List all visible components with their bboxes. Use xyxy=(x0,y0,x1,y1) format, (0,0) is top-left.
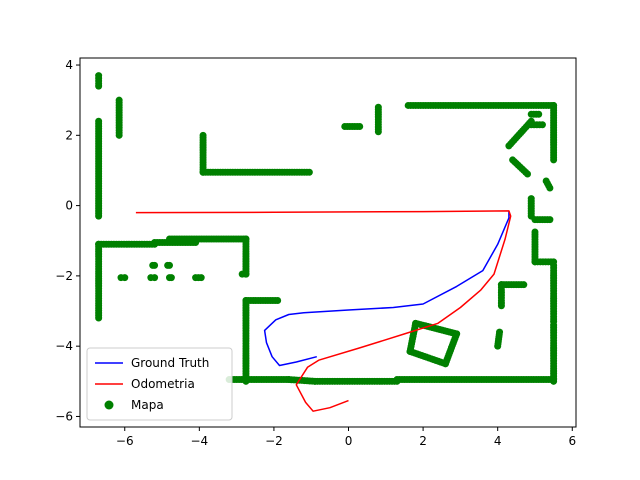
x-tick-label: 4 xyxy=(494,434,502,448)
map-point xyxy=(167,274,175,282)
map-point xyxy=(115,131,123,139)
axes: −6 −4 −2 0 2 4 6 −6 −4 −2 0 2 4 xyxy=(55,58,576,448)
legend-label-odometria: Odometria xyxy=(131,377,195,391)
map-point xyxy=(527,117,535,125)
map-point xyxy=(494,342,502,350)
x-tick-label: −6 xyxy=(116,434,134,448)
map-point xyxy=(538,121,546,129)
map-point xyxy=(550,376,558,384)
legend-label-mapa: Mapa xyxy=(131,398,164,412)
x-tick-label: 0 xyxy=(345,434,353,448)
y-tick-label: −6 xyxy=(55,409,73,423)
map-point xyxy=(374,128,382,136)
y-tick-label: 0 xyxy=(65,199,73,213)
map-point xyxy=(546,216,554,224)
y-tick-label: 4 xyxy=(65,58,73,72)
map-point xyxy=(151,274,159,282)
map-point xyxy=(520,281,528,289)
map-point xyxy=(95,314,103,322)
y-tick-label: −4 xyxy=(55,339,73,353)
map-point xyxy=(238,270,246,278)
map-point xyxy=(524,170,532,178)
legend-label-ground-truth: Ground Truth xyxy=(131,356,209,370)
map-point xyxy=(151,261,159,269)
map-point xyxy=(497,302,505,310)
map-point xyxy=(550,156,558,164)
map-point xyxy=(166,261,174,269)
map-point xyxy=(546,184,554,192)
x-tick-label: 6 xyxy=(568,434,576,448)
series-line-ground-truth xyxy=(263,210,510,367)
legend-box xyxy=(86,347,233,421)
legend: Ground Truth Odometria Mapa xyxy=(86,347,233,421)
plot-area xyxy=(95,72,558,412)
map-point xyxy=(412,319,420,327)
map-point xyxy=(274,296,282,304)
map-point xyxy=(535,110,543,118)
x-tick-label: −4 xyxy=(190,434,208,448)
series-line-odometria xyxy=(135,210,512,412)
map-point xyxy=(305,168,313,176)
legend-swatch-mapa xyxy=(104,400,114,410)
x-tick-label: −2 xyxy=(265,434,283,448)
series-mapa xyxy=(95,72,558,385)
map-point xyxy=(121,274,129,282)
map-point xyxy=(95,82,103,90)
x-tick-label: 2 xyxy=(419,434,427,448)
map-point xyxy=(197,274,205,282)
map-point xyxy=(95,212,103,220)
y-tick-label: 2 xyxy=(65,128,73,142)
map-point xyxy=(356,123,364,131)
y-tick-label: −2 xyxy=(55,269,73,283)
axes-frame xyxy=(79,57,577,428)
